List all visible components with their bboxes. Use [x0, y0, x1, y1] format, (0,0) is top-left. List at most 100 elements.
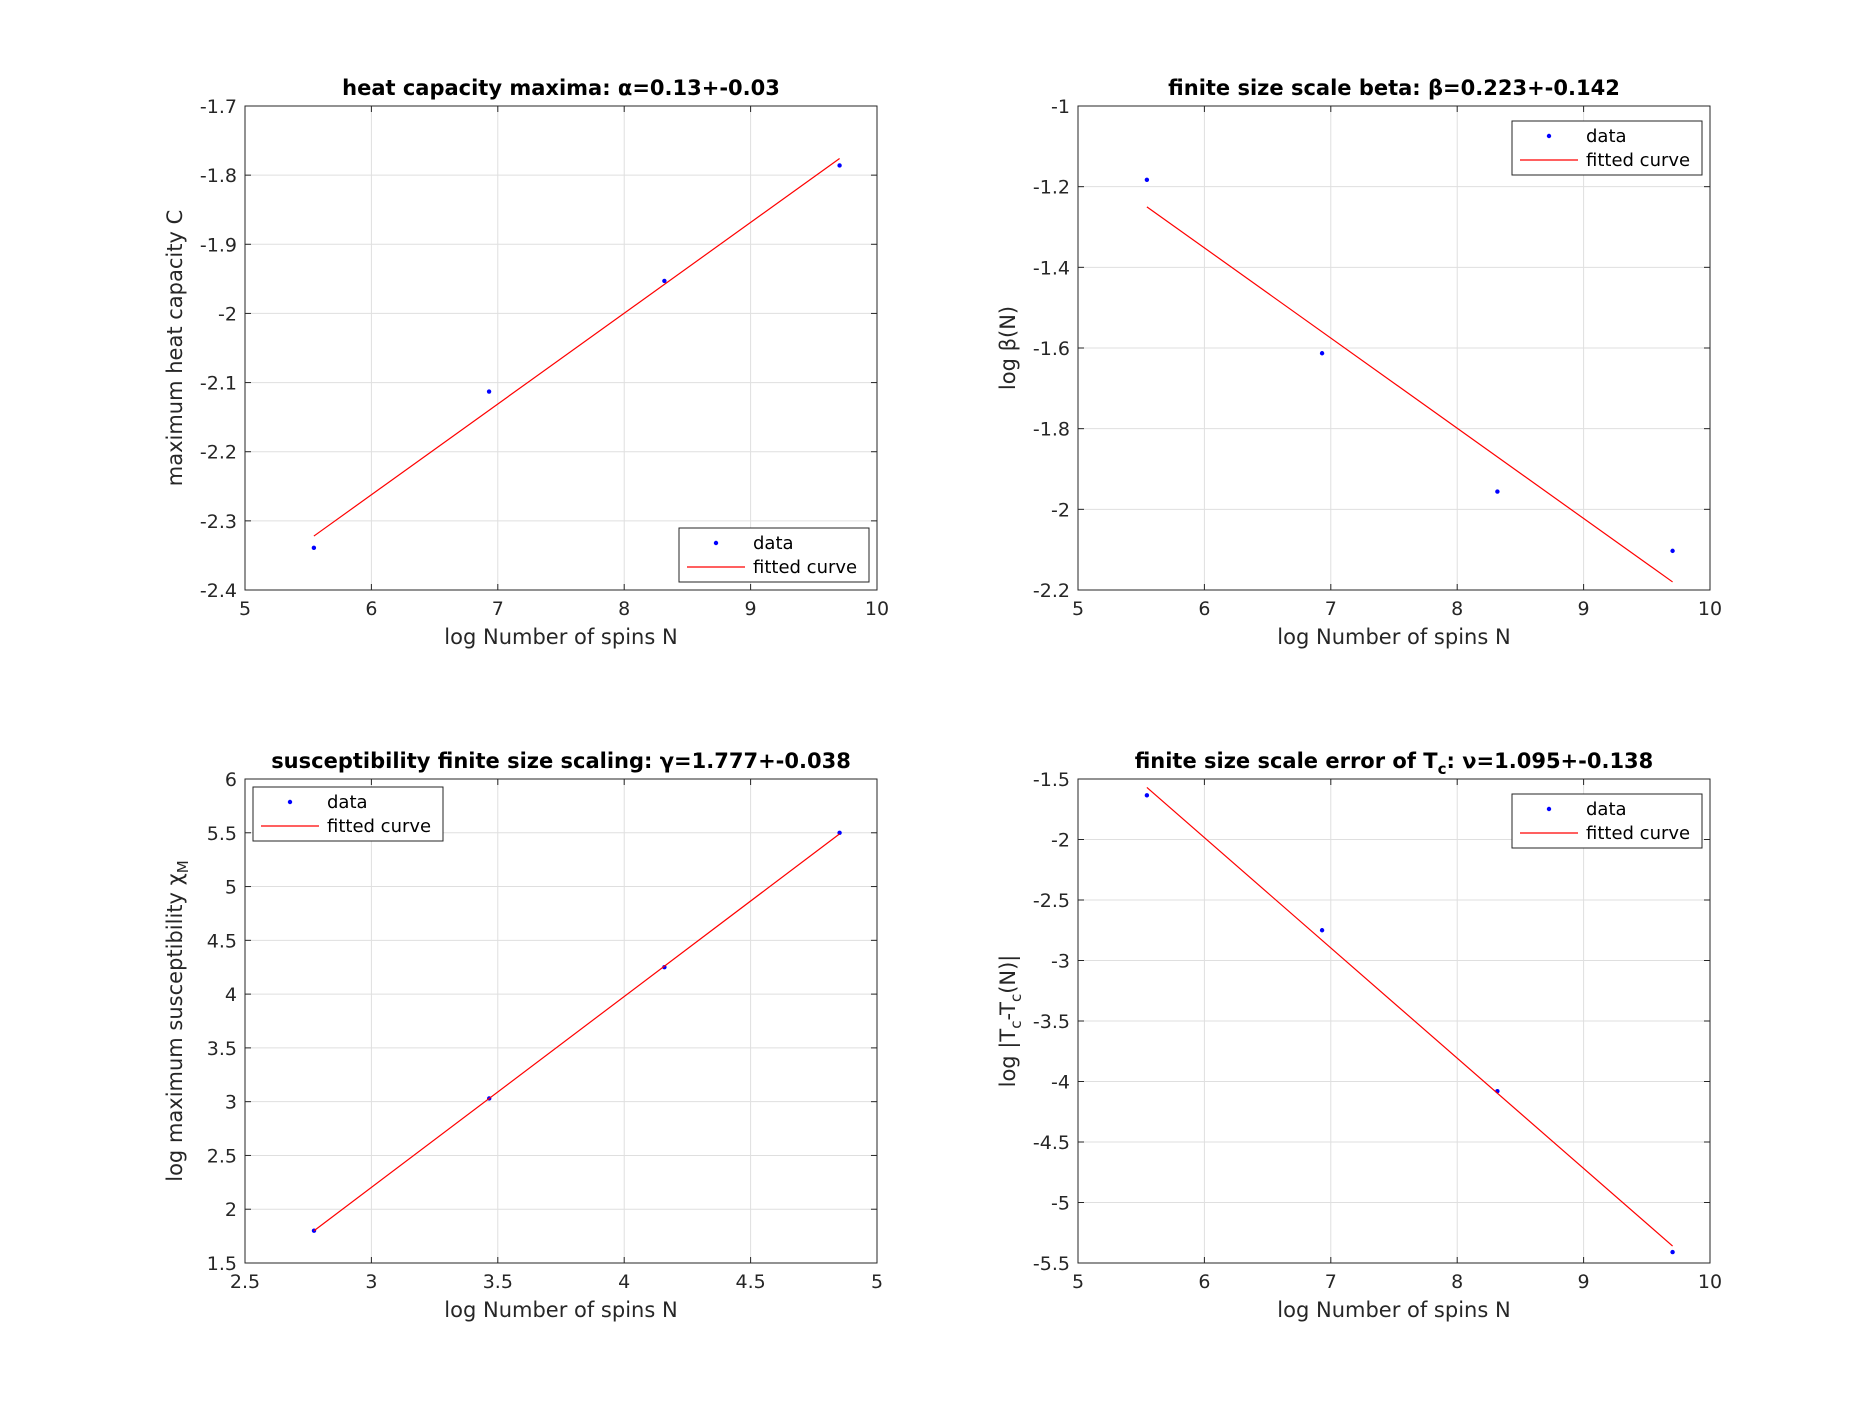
x-tick-label: 4	[618, 1271, 630, 1293]
legend: data fitted curve	[1511, 120, 1703, 176]
title-subscript: c	[1438, 760, 1447, 778]
axes-box	[1077, 778, 1711, 1264]
y-tick-label: -2	[1051, 499, 1070, 521]
data-point	[486, 389, 492, 394]
y-tick-label: -4.5	[1033, 1132, 1070, 1154]
x-tick-label: 2.5	[230, 1271, 260, 1293]
subplot-2: 5 6 7 8 9 10 -2.2 -2 -1.8 -1.6 -1.4 -1.2 -1 finite si…	[996, 76, 1722, 649]
x-tick-label: 10	[865, 598, 889, 620]
x-tick-label: 4.5	[735, 1271, 765, 1293]
legend-label: data	[1586, 126, 1627, 147]
data-point	[662, 278, 667, 284]
title-main: finite size scale beta: β=0.223+-0.142	[1168, 76, 1620, 100]
legend-box	[1511, 120, 1703, 176]
ylabel-main: maximum heat capacity C	[163, 210, 187, 487]
data-point	[1319, 928, 1325, 933]
x-tick-label: 8	[1451, 598, 1463, 620]
y-tick-label: -1.8	[200, 165, 237, 187]
legend-swatch-point	[713, 540, 719, 546]
legend-box	[678, 527, 870, 583]
legend-label: fitted curve	[1586, 150, 1690, 171]
x-tick-label: 8	[618, 598, 630, 620]
legend-swatch-point	[1546, 133, 1552, 139]
x-tick-label: 6	[365, 598, 377, 620]
fitted-curve-line	[313, 158, 840, 537]
data-point	[1670, 1249, 1675, 1255]
y-tick-label: 5.5	[207, 823, 237, 845]
x-tick-label: 5	[239, 598, 251, 620]
y-tick-label: -2.3	[200, 511, 237, 533]
legend-label: data	[1586, 799, 1627, 820]
y-tick-label: -2.2	[1033, 580, 1070, 602]
ylabel-main: log β(N)	[996, 306, 1020, 390]
x-tick-label: 9	[1578, 1271, 1590, 1293]
y-tick-label: -1.7	[200, 96, 237, 118]
y-tick-label: 2.5	[207, 1145, 237, 1167]
legend: data fitted curve	[252, 786, 444, 842]
x-tick-label: 7	[1325, 598, 1337, 620]
plot-area	[245, 779, 877, 1263]
y-tick-label: -2.4	[200, 580, 237, 602]
subplot-3: 2.5 3 3.5 4 4.5 5 1.5 2 2.5 3 3.5 4 4.5 5 5.5 6 suscepti…	[163, 749, 883, 1322]
subplot-title: finite size scale error of Tc: ν=1.095+-…	[1135, 749, 1654, 778]
subplot-title: susceptibility finite size scaling: γ=1.…	[271, 749, 851, 773]
x-tick-label: 5	[1072, 598, 1084, 620]
y-tick-label: -1.9	[200, 234, 237, 256]
x-tick-label: 7	[492, 598, 504, 620]
subplot-title: heat capacity maxima: α=0.13+-0.03	[342, 76, 780, 100]
data-point	[1319, 351, 1325, 356]
y-tick-label: -2.5	[1033, 890, 1070, 912]
y-axis-label: log maximum susceptibility χM	[163, 860, 192, 1181]
y-tick-label: 3.5	[207, 1038, 237, 1060]
x-tick-label: 6	[1198, 1271, 1210, 1293]
y-tick-label: -2.2	[200, 442, 237, 464]
title-main: susceptibility finite size scaling: γ=1.…	[271, 749, 851, 773]
data-point	[837, 163, 842, 168]
y-axis-label: log |Tc-Tc(N)|	[996, 955, 1025, 1088]
y-tick-label: -1.8	[1033, 419, 1070, 441]
legend: data fitted curve	[1511, 793, 1703, 849]
x-tick-label: 9	[1578, 598, 1590, 620]
ylabel-tail: (N)|	[996, 955, 1021, 994]
x-tick-label: 9	[745, 598, 757, 620]
axes-box	[244, 105, 878, 591]
data-point	[311, 545, 317, 551]
y-tick-label: 2	[225, 1199, 237, 1221]
subplot-title: finite size scale beta: β=0.223+-0.142	[1168, 76, 1620, 100]
x-axis-label: log Number of spins N	[1277, 625, 1510, 649]
title-main: heat capacity maxima: α=0.13+-0.03	[342, 76, 780, 100]
y-tick-label: -1.6	[1033, 338, 1070, 360]
legend-label: fitted curve	[1586, 823, 1690, 844]
y-axis-label: maximum heat capacity C	[163, 210, 187, 487]
legend-box	[1511, 793, 1703, 849]
ylabel-main: log maximum susceptibility χ	[163, 873, 187, 1182]
ylabel-subscript: c	[1007, 1021, 1025, 1029]
title-main: finite size scale error of T	[1135, 749, 1439, 773]
y-tick-label: -1	[1051, 96, 1070, 118]
x-tick-label: 8	[1451, 1271, 1463, 1293]
y-tick-label: 6	[225, 769, 237, 791]
legend-label: fitted curve	[753, 557, 857, 578]
x-tick-label: 5	[1072, 1271, 1084, 1293]
legend-label: fitted curve	[327, 816, 431, 837]
fitted-curve-line	[1146, 787, 1673, 1247]
y-tick-label: -1.4	[1033, 257, 1070, 279]
ylabel-mid: -T	[996, 1002, 1020, 1021]
y-tick-label: 3	[225, 1092, 237, 1114]
x-tick-label: 3.5	[483, 1271, 513, 1293]
data-point	[1670, 548, 1675, 554]
y-tick-label: -3.5	[1033, 1011, 1070, 1033]
y-tick-label: 1.5	[207, 1253, 237, 1275]
y-tick-label: -5.5	[1033, 1253, 1070, 1275]
ylabel-subscript: c	[1007, 994, 1025, 1002]
fitted-curve-line	[313, 833, 840, 1232]
x-axis-label: log Number of spins N	[444, 1298, 677, 1322]
x-axis-label: log Number of spins N	[444, 625, 677, 649]
x-tick-label: 5	[871, 1271, 883, 1293]
x-tick-label: 6	[1198, 598, 1210, 620]
y-axis-label: log β(N)	[996, 306, 1020, 390]
title-tail: : ν=1.095+-0.138	[1447, 749, 1654, 773]
y-tick-label: -5	[1051, 1193, 1070, 1215]
x-tick-label: 3	[365, 1271, 377, 1293]
x-tick-label: 7	[1325, 1271, 1337, 1293]
